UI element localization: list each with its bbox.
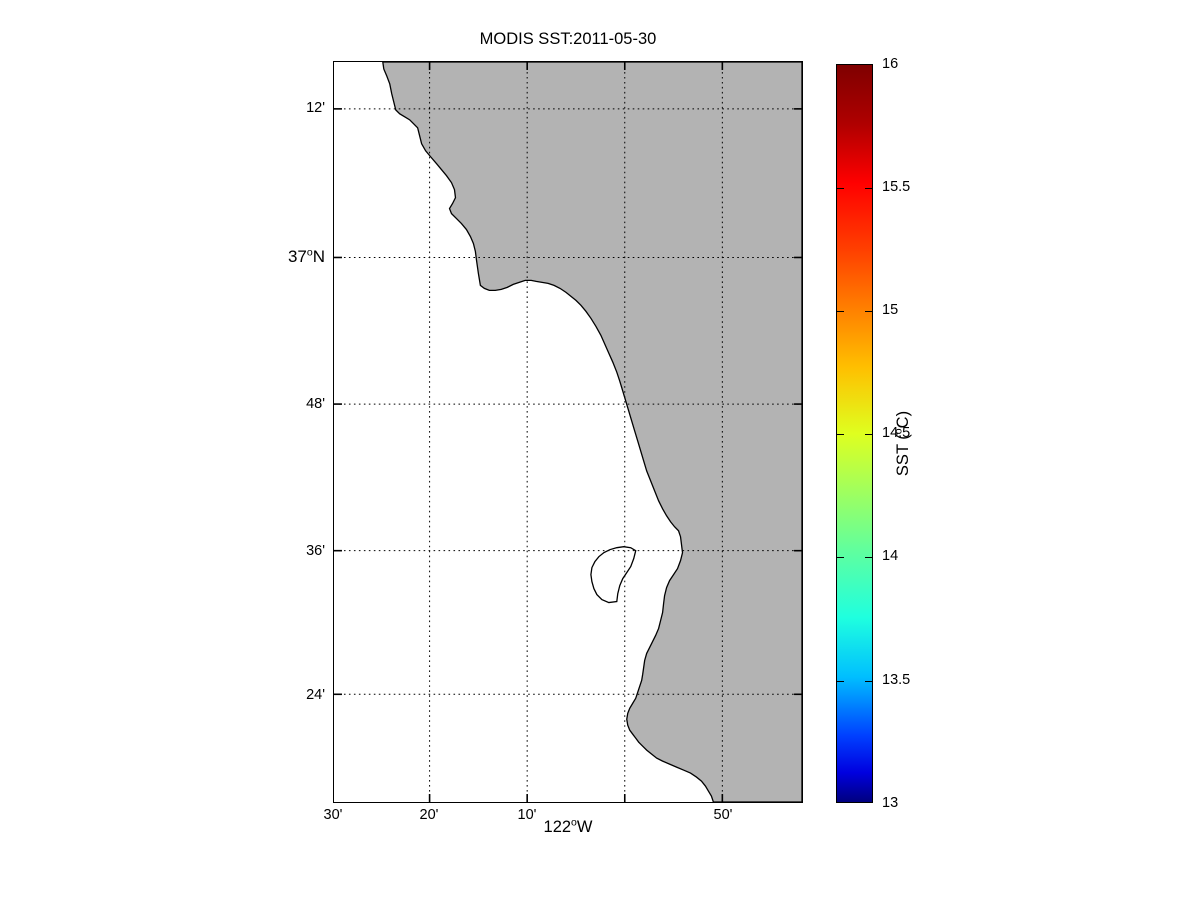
map-tickmarks: [334, 62, 802, 802]
ytick-label-37N: 37oN: [287, 246, 325, 266]
ytick-label-36: 36': [306, 543, 325, 559]
ytick-label-24: 24': [306, 687, 325, 703]
colorbar-label-14: 14: [882, 548, 899, 564]
colorbar-label-14.5: 14.5: [882, 425, 911, 441]
colorbar-label-13: 13: [882, 795, 899, 811]
colorbar-tick-14.5-right: [865, 434, 872, 435]
ytick-label-12: 12': [306, 100, 325, 116]
x-axis-label: 122oW: [543, 816, 593, 836]
colorbar-tick-13.5-right: [865, 681, 872, 682]
colorbar-tick-15.5-right: [865, 188, 872, 189]
map-gridlines: [334, 62, 802, 802]
monterey-bay-notch: [590, 546, 637, 604]
colorbar-label-15.5: 15.5: [882, 179, 911, 195]
page-title: MODIS SST:2011-05-30: [479, 30, 657, 48]
colorbar-tick-15.5-left: [837, 188, 844, 189]
colorbar-tick-13.5-left: [837, 681, 844, 682]
land-polygon: [382, 62, 802, 802]
colorbar-tick-15-left: [837, 311, 844, 312]
colorbar-label-13.5: 13.5: [882, 672, 911, 688]
colorbar-axis-label: SST (oC): [892, 410, 913, 477]
land-mask-layer: [382, 62, 802, 802]
xtick-label-50: 50': [713, 807, 733, 823]
map-svg: [334, 62, 802, 802]
colorbar-tick-14-left: [837, 557, 844, 558]
map-axes[interactable]: [333, 61, 803, 803]
xtick-label-10: 10': [517, 807, 537, 823]
xtick-label-20: 20': [419, 807, 439, 823]
colorbar-tick-15-right: [865, 311, 872, 312]
colorbar-label-15: 15: [882, 302, 899, 318]
colorbar[interactable]: [836, 64, 873, 803]
colorbar-gradient: [837, 65, 872, 802]
ytick-label-48: 48': [306, 396, 325, 412]
xtick-label-30: 30': [323, 807, 343, 823]
colorbar-tick-14-right: [865, 557, 872, 558]
colorbar-label-16: 16: [882, 56, 899, 72]
colorbar-tick-14.5-left: [837, 434, 844, 435]
